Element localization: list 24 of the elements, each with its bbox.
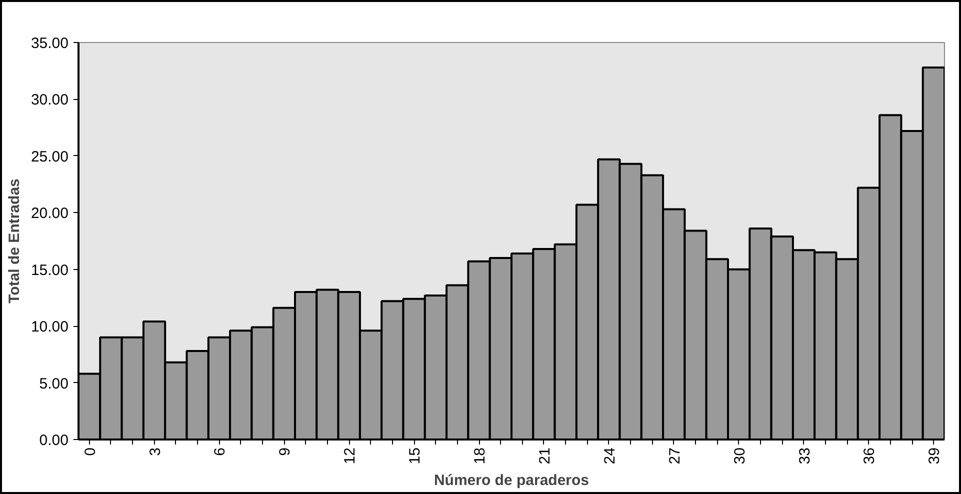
x-tick-label: 12 — [342, 447, 359, 464]
x-axis-title: Número de paraderos — [434, 472, 590, 490]
y-axis-title: Total de Entradas — [6, 178, 23, 304]
y-tick-label: 15.00 — [30, 262, 69, 279]
x-tick-label: 30 — [731, 447, 748, 464]
x-tick-label: 6 — [212, 448, 229, 456]
y-tick-label: 35.00 — [30, 35, 69, 52]
y-tick-label: 0.00 — [39, 432, 69, 449]
y-tick-label: 20.00 — [30, 205, 69, 222]
x-tick-label: 18 — [472, 447, 489, 464]
x-tick-label: 39 — [926, 447, 944, 464]
y-tick-label: 10.00 — [30, 318, 69, 336]
x-tick-label: 3 — [146, 448, 164, 456]
y-tick-label: 25.00 — [30, 148, 69, 166]
x-tick-label: 0 — [82, 448, 99, 456]
y-tick-label: 30.00 — [30, 92, 69, 109]
x-tick-label: 15 — [406, 447, 424, 464]
x-tick-label: 24 — [601, 447, 618, 464]
x-tick-label: 9 — [276, 448, 294, 456]
x-tick-label: 21 — [536, 447, 554, 464]
x-tick-label: 36 — [861, 447, 878, 464]
x-tick-label: 27 — [666, 447, 684, 464]
y-tick-label: 5.00 — [39, 375, 69, 392]
x-tick-label: 33 — [796, 447, 814, 464]
